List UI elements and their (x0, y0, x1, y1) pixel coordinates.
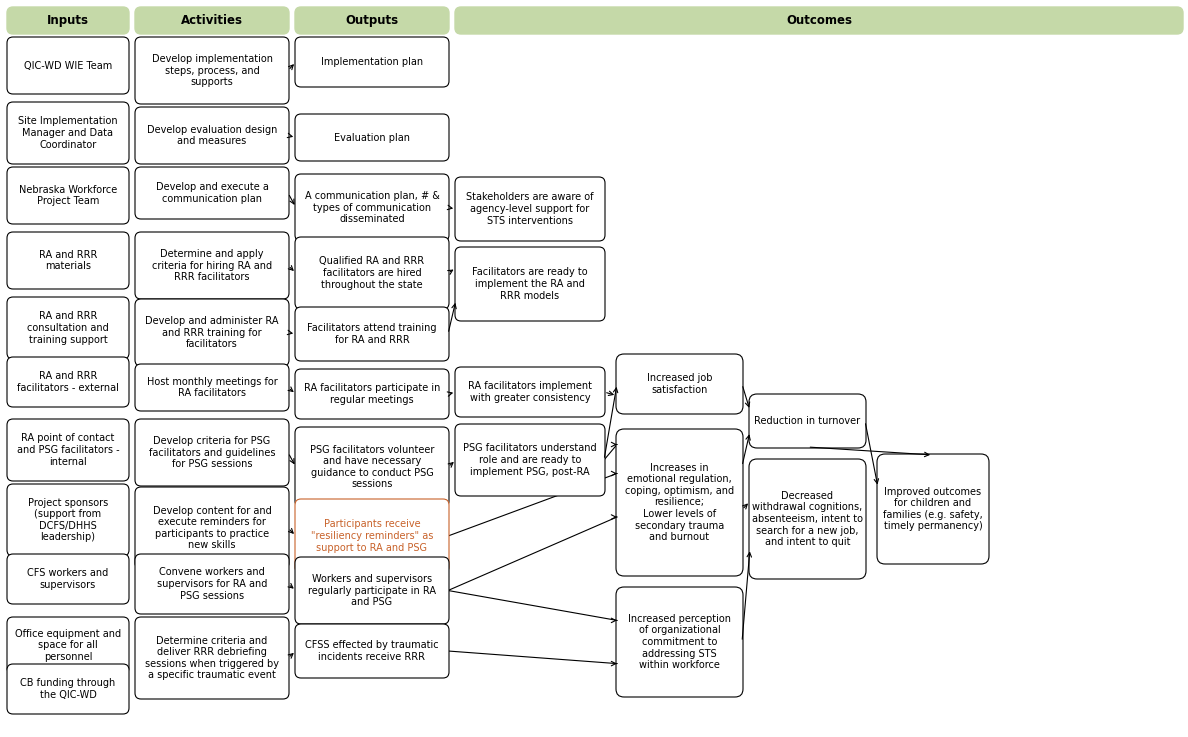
FancyBboxPatch shape (7, 102, 129, 164)
FancyBboxPatch shape (748, 459, 866, 579)
FancyBboxPatch shape (455, 177, 605, 241)
FancyBboxPatch shape (295, 114, 449, 161)
FancyBboxPatch shape (617, 429, 742, 576)
Text: Outputs: Outputs (346, 14, 398, 27)
Text: CFSS effected by traumatic
incidents receive RRR: CFSS effected by traumatic incidents rec… (305, 640, 438, 662)
Text: RA point of contact
and PSG facilitators -
internal: RA point of contact and PSG facilitators… (17, 433, 119, 467)
Text: Develop content for and
execute reminders for
participants to practice
new skill: Develop content for and execute reminder… (152, 506, 271, 551)
Text: Develop and execute a
communication plan: Develop and execute a communication plan (156, 182, 268, 204)
Text: RA facilitators implement
with greater consistency: RA facilitators implement with greater c… (468, 381, 592, 403)
FancyBboxPatch shape (7, 617, 129, 674)
Text: QIC-WD WIE Team: QIC-WD WIE Team (24, 60, 112, 71)
FancyBboxPatch shape (295, 624, 449, 678)
Text: CFS workers and
supervisors: CFS workers and supervisors (27, 568, 108, 590)
Text: Develop implementation
steps, process, and
supports: Develop implementation steps, process, a… (152, 54, 272, 87)
FancyBboxPatch shape (295, 307, 449, 361)
Text: Office equipment and
space for all
personnel: Office equipment and space for all perso… (15, 629, 121, 662)
FancyBboxPatch shape (135, 7, 289, 34)
FancyBboxPatch shape (7, 484, 129, 556)
Text: Host monthly meetings for
RA facilitators: Host monthly meetings for RA facilitator… (146, 377, 277, 398)
Text: Develop criteria for PSG
facilitators and guidelines
for PSG sessions: Develop criteria for PSG facilitators an… (148, 436, 276, 469)
FancyBboxPatch shape (295, 427, 449, 507)
FancyBboxPatch shape (135, 419, 289, 486)
Text: Decreased
withdrawal cognitions,
absenteeism, intent to
search for a new job,
an: Decreased withdrawal cognitions, absente… (752, 491, 862, 547)
FancyBboxPatch shape (295, 37, 449, 87)
Text: Develop evaluation design
and measures: Develop evaluation design and measures (147, 125, 277, 147)
Text: Increased perception
of organizational
commitment to
addressing STS
within workf: Increased perception of organizational c… (628, 614, 731, 670)
FancyBboxPatch shape (7, 167, 129, 224)
Text: RA and RRR
materials: RA and RRR materials (39, 250, 97, 271)
Text: Site Implementation
Manager and Data
Coordinator: Site Implementation Manager and Data Coo… (18, 116, 118, 150)
Text: Project sponsors
(support from
DCFS/DHHS
leadership): Project sponsors (support from DCFS/DHHS… (27, 497, 108, 542)
FancyBboxPatch shape (295, 369, 449, 419)
FancyBboxPatch shape (135, 554, 289, 614)
Text: RA and RRR
facilitators - external: RA and RRR facilitators - external (17, 371, 119, 393)
Text: Workers and supervisors
regularly participate in RA
and PSG: Workers and supervisors regularly partic… (308, 574, 436, 607)
FancyBboxPatch shape (135, 487, 289, 569)
Text: Convene workers and
supervisors for RA and
PSG sessions: Convene workers and supervisors for RA a… (157, 567, 267, 601)
Text: A communication plan, # &
types of communication
disseminated: A communication plan, # & types of commu… (304, 191, 440, 224)
Text: Increases in
emotional regulation,
coping, optimism, and
resilience;
Lower level: Increases in emotional regulation, copin… (625, 463, 734, 542)
FancyBboxPatch shape (295, 7, 449, 34)
FancyBboxPatch shape (135, 617, 289, 699)
Text: Facilitators are ready to
implement the RA and
RRR models: Facilitators are ready to implement the … (472, 268, 588, 301)
Text: Outcomes: Outcomes (786, 14, 852, 27)
FancyBboxPatch shape (748, 394, 866, 448)
FancyBboxPatch shape (455, 424, 605, 496)
Text: PSG facilitators volunteer
and have necessary
guidance to conduct PSG
sessions: PSG facilitators volunteer and have nece… (310, 444, 434, 489)
Text: Facilitators attend training
for RA and RRR: Facilitators attend training for RA and … (308, 324, 437, 345)
Text: Determine and apply
criteria for hiring RA and
RRR facilitators: Determine and apply criteria for hiring … (152, 249, 272, 282)
FancyBboxPatch shape (135, 107, 289, 164)
FancyBboxPatch shape (7, 232, 129, 289)
FancyBboxPatch shape (7, 419, 129, 481)
FancyBboxPatch shape (295, 499, 449, 573)
FancyBboxPatch shape (455, 367, 605, 417)
Text: Nebraska Workforce
Project Team: Nebraska Workforce Project Team (19, 185, 118, 206)
FancyBboxPatch shape (7, 664, 129, 714)
FancyBboxPatch shape (7, 554, 129, 604)
Text: Implementation plan: Implementation plan (321, 57, 423, 67)
Text: Reduction in turnover: Reduction in turnover (754, 416, 860, 426)
Text: Stakeholders are aware of
agency-level support for
STS interventions: Stakeholders are aware of agency-level s… (466, 192, 594, 226)
Text: Increased job
satisfaction: Increased job satisfaction (646, 373, 713, 395)
FancyBboxPatch shape (135, 364, 289, 411)
FancyBboxPatch shape (135, 299, 289, 366)
FancyBboxPatch shape (877, 454, 988, 564)
FancyBboxPatch shape (7, 7, 129, 34)
FancyBboxPatch shape (617, 587, 742, 697)
FancyBboxPatch shape (7, 357, 129, 407)
FancyBboxPatch shape (7, 37, 129, 94)
Text: Evaluation plan: Evaluation plan (334, 133, 410, 142)
FancyBboxPatch shape (135, 167, 289, 219)
Text: Develop and administer RA
and RRR training for
facilitators: Develop and administer RA and RRR traini… (145, 316, 279, 349)
FancyBboxPatch shape (135, 232, 289, 299)
Text: Qualified RA and RRR
facilitators are hired
throughout the state: Qualified RA and RRR facilitators are hi… (320, 256, 424, 290)
FancyBboxPatch shape (455, 247, 605, 321)
Text: PSG facilitators understand
role and are ready to
implement PSG, post-RA: PSG facilitators understand role and are… (463, 444, 596, 477)
FancyBboxPatch shape (135, 37, 289, 104)
Text: Activities: Activities (181, 14, 244, 27)
FancyBboxPatch shape (617, 354, 742, 414)
Text: Determine criteria and
deliver RRR debriefing
sessions when triggered by
a speci: Determine criteria and deliver RRR debri… (145, 635, 279, 680)
Text: Improved outcomes
for children and
families (e.g. safety,
timely permanency): Improved outcomes for children and famil… (883, 486, 982, 531)
Text: CB funding through
the QIC-WD: CB funding through the QIC-WD (20, 678, 115, 700)
Text: RA facilitators participate in
regular meetings: RA facilitators participate in regular m… (304, 383, 441, 405)
Text: RA and RRR
consultation and
training support: RA and RRR consultation and training sup… (27, 312, 109, 345)
FancyBboxPatch shape (295, 174, 449, 241)
FancyBboxPatch shape (455, 7, 1183, 34)
FancyBboxPatch shape (295, 237, 449, 309)
Text: Inputs: Inputs (48, 14, 89, 27)
FancyBboxPatch shape (7, 297, 129, 359)
Text: Participants receive
"resiliency reminders" as
support to RA and PSG: Participants receive "resiliency reminde… (311, 520, 434, 553)
FancyBboxPatch shape (295, 557, 449, 624)
